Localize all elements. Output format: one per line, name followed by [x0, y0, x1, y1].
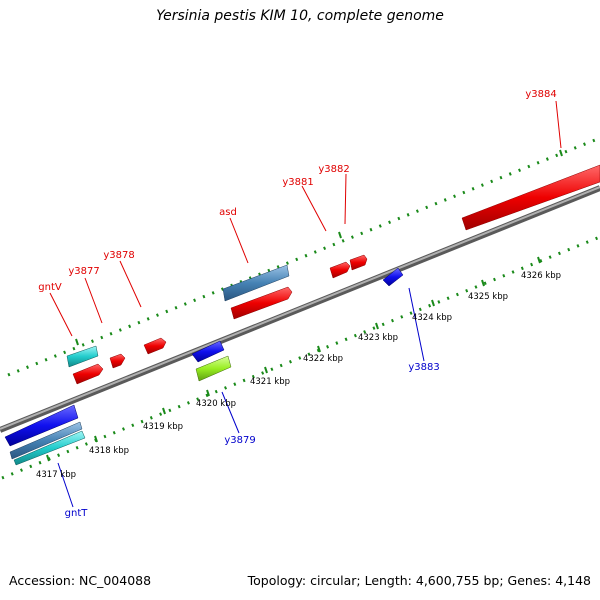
topology-text: Topology: circular; Length: 4,600,755 bp… [247, 573, 591, 588]
gene-gntT-blue[interactable] [4, 404, 79, 447]
reverse-strand-genes [4, 267, 404, 466]
gene-label[interactable]: y3882 [318, 164, 349, 175]
map-title: Yersinia pestis KIM 10, complete genome [156, 8, 444, 24]
gene-label[interactable]: y3878 [103, 250, 134, 261]
major-tick [559, 149, 563, 157]
gene-label[interactable]: y3884 [525, 89, 556, 100]
scale-label: 4320 kbp [196, 399, 236, 409]
gene-steel-fwd[interactable] [222, 264, 290, 302]
label-leaders [49, 100, 562, 508]
scale-label: 4319 kbp [143, 422, 183, 432]
gene-blue-mid[interactable] [191, 340, 225, 363]
gene-label[interactable]: asd [219, 207, 237, 218]
major-tick [481, 279, 485, 287]
inner-major-ticks [46, 256, 541, 462]
gene-label[interactable]: y3881 [282, 177, 313, 188]
scale-label: 4322 kbp [303, 354, 343, 364]
outer-tick-ring [7, 136, 600, 377]
major-tick [264, 366, 268, 374]
scale-label: 4324 kbp [412, 313, 452, 323]
gene-y3878[interactable] [143, 337, 167, 355]
scale-label: 4321 kbp [250, 377, 290, 387]
gene-asd[interactable] [230, 286, 293, 320]
gene-label[interactable]: y3879 [224, 435, 255, 446]
major-tick [317, 345, 321, 353]
forward-gene-labels: y3884 y3882 y3881 asd y3878 y3877 gntV [38, 89, 556, 293]
reverse-gene-labels: y3883 y3879 gntT [65, 362, 440, 519]
scale-label: 4326 kbp [521, 271, 561, 281]
accession-text: Accession: NC_004088 [9, 573, 152, 588]
major-tick [537, 256, 541, 264]
gene-y3877[interactable] [109, 353, 126, 369]
gene-label[interactable]: gntV [38, 282, 62, 293]
scale-labels: 4317 kbp 4318 kbp 4319 kbp 4320 kbp 4321… [36, 271, 561, 480]
scale-label: 4323 kbp [358, 333, 398, 343]
gene-y3884[interactable] [461, 164, 600, 231]
gene-y3881[interactable] [329, 261, 351, 279]
scale-label: 4317 kbp [36, 470, 76, 480]
gene-label[interactable]: y3883 [408, 362, 439, 373]
major-tick [375, 322, 379, 330]
gene-label[interactable]: gntT [65, 508, 89, 519]
outer-major-ticks [75, 149, 563, 346]
scale-label: 4318 kbp [89, 446, 129, 456]
gene-gntT-steel[interactable] [9, 421, 83, 460]
gene-gntT-cyan[interactable] [13, 430, 86, 466]
forward-strand-genes [66, 164, 600, 385]
scale-label: 4325 kbp [468, 292, 508, 302]
gene-y3879[interactable] [195, 355, 232, 382]
gene-gntV[interactable] [72, 363, 104, 385]
gene-cyan-fwd[interactable] [66, 345, 99, 368]
major-tick [206, 389, 210, 397]
gene-label[interactable]: y3877 [68, 266, 99, 277]
major-tick [162, 407, 166, 415]
major-tick [338, 231, 342, 239]
gene-y3883[interactable] [382, 267, 404, 287]
gene-y3882[interactable] [349, 254, 368, 271]
major-tick [75, 338, 79, 346]
major-tick [46, 454, 50, 462]
major-tick [94, 435, 98, 443]
genome-backbone [0, 185, 600, 433]
major-tick [431, 299, 435, 307]
